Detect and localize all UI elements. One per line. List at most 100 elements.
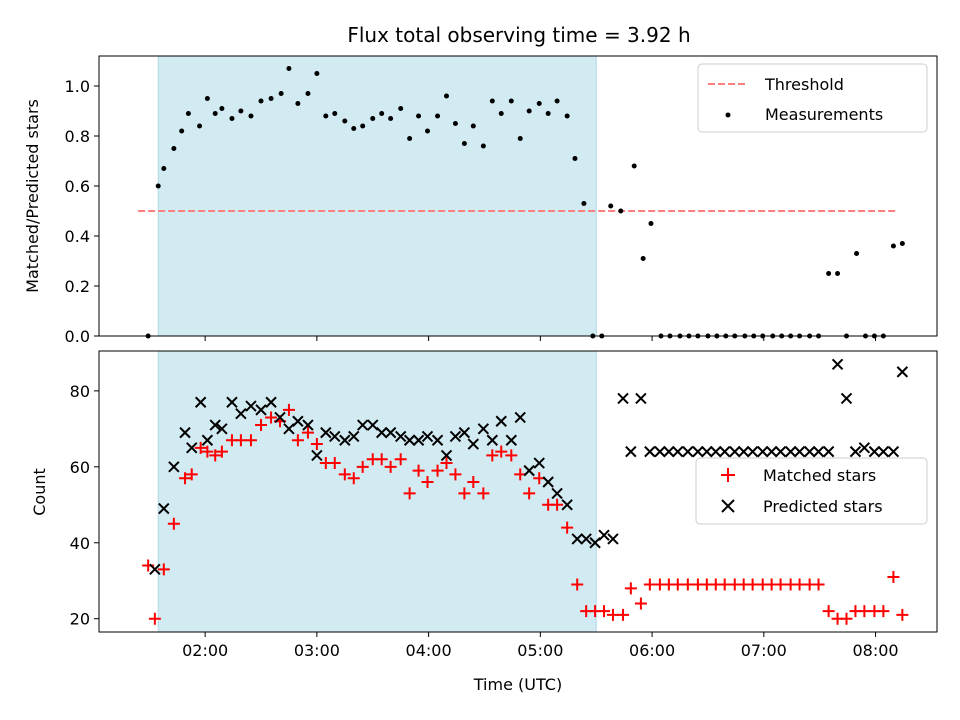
measurement-point xyxy=(480,143,486,149)
predicted-star-point xyxy=(348,430,360,443)
bottom-y-tick-label: 20 xyxy=(70,610,90,629)
predicted-star-point xyxy=(394,430,407,443)
matched-legend-label: Matched stars xyxy=(763,466,876,485)
matched-star-point xyxy=(347,472,360,485)
measurement-point xyxy=(489,98,495,104)
predicted-star-point xyxy=(505,434,518,446)
matched-star-point xyxy=(467,476,480,489)
measurement-point xyxy=(332,111,338,116)
matched-star-point xyxy=(681,578,694,591)
predicted-star-point xyxy=(710,445,722,458)
matched-star-point xyxy=(634,597,647,610)
predicted-star-point xyxy=(384,426,397,439)
predicted-star-point xyxy=(477,423,490,435)
bottom-panel: 20 40 60 80 02:00 03:00 04:00 05:00 06:00 07:00 0… xyxy=(30,350,938,694)
bottom-legend: Matched stars Predicted stars xyxy=(695,457,928,525)
top-axes-frame xyxy=(98,55,938,337)
measurement-point xyxy=(470,123,476,129)
predicted-star-point xyxy=(729,445,741,458)
bottom-axes-frame xyxy=(98,350,938,633)
matched-star-point xyxy=(449,468,462,481)
matched-star-point xyxy=(551,498,564,511)
predicted-star-point xyxy=(561,499,573,511)
matched-star-point xyxy=(148,612,161,625)
matched-star-point xyxy=(606,608,619,621)
predicted-star-point xyxy=(868,445,881,458)
matched-star-point xyxy=(858,605,871,618)
measurement-point xyxy=(268,96,274,101)
top-legend-box xyxy=(697,63,928,133)
predicted-star-point xyxy=(486,434,499,446)
predicted-star-point xyxy=(375,426,388,439)
bottom-y-tick-label: 80 xyxy=(70,382,90,401)
x-tick-label: 03:00 xyxy=(294,641,340,660)
measurement-point xyxy=(452,121,458,126)
predicted-star-point xyxy=(625,445,637,458)
top-observing-window xyxy=(157,55,597,337)
matched-star-point xyxy=(215,445,228,458)
matched-star-point xyxy=(571,578,584,591)
predicted-star-point xyxy=(412,434,425,446)
top-y-tick-label: 0.0 xyxy=(65,327,90,346)
matched-legend-swatch xyxy=(721,468,735,482)
top-y-tick-label: 0.8 xyxy=(65,127,90,146)
measurement-point xyxy=(640,256,646,261)
predicted-star-point xyxy=(598,529,610,541)
matched-star-point xyxy=(505,449,518,462)
predicted-star-point xyxy=(403,434,416,446)
predicted-star-point xyxy=(607,533,619,545)
measurement-point xyxy=(618,208,624,214)
predicted-star-point xyxy=(746,445,759,458)
measurement-point xyxy=(179,128,185,134)
matched-star-point xyxy=(458,487,471,500)
predicted-star-point xyxy=(644,445,656,458)
matched-star-point xyxy=(421,476,434,489)
bottom-y-tick-label: 60 xyxy=(70,458,90,477)
matched-star-point xyxy=(157,563,170,576)
matched-star-point xyxy=(282,403,295,416)
measurement-point xyxy=(416,113,422,119)
threshold-legend-label: Threshold xyxy=(764,75,844,94)
measurement-point xyxy=(185,111,191,116)
matched-star-point xyxy=(194,441,207,454)
predicted-star-point xyxy=(431,434,444,446)
predicted-star-point xyxy=(682,445,694,458)
matched-star-point xyxy=(244,434,257,447)
matched-star-point xyxy=(185,468,198,481)
matched-star-point xyxy=(812,578,825,591)
predicted-star-point xyxy=(311,449,323,462)
predicted-star-point xyxy=(774,445,787,458)
matched-star-point xyxy=(356,460,369,473)
top-y-ticks: 0.0 0.2 0.4 0.6 0.8 1.0 xyxy=(65,77,99,346)
matched-star-point xyxy=(896,608,909,621)
matched-star-point xyxy=(822,605,835,618)
matched-star-point xyxy=(793,578,806,591)
matched-star-point xyxy=(718,578,731,591)
measurement-point xyxy=(197,123,203,129)
x-tick-label: 05:00 xyxy=(517,641,563,660)
matched-star-point xyxy=(291,434,304,447)
matched-star-point xyxy=(310,438,323,451)
bottom-y-tick-label: 40 xyxy=(70,534,90,553)
measurement-point xyxy=(461,141,467,146)
measurement-point xyxy=(890,243,896,249)
predicted-star-point xyxy=(194,396,207,408)
x-tick-label: 08:00 xyxy=(852,641,898,660)
predicted-star-point xyxy=(255,404,267,416)
predicted-star-point xyxy=(495,415,507,427)
matched-star-point xyxy=(328,457,341,470)
bottom-y-ticks: 20 40 60 80 xyxy=(70,382,99,629)
matched-star-point xyxy=(774,578,787,591)
measurement-point xyxy=(286,66,292,71)
measurement-point xyxy=(351,126,357,131)
predicted-stars-points xyxy=(149,358,909,576)
matched-star-point xyxy=(746,578,759,591)
top-y-axis-label: Matched/Predicted stars xyxy=(23,99,42,293)
predicted-star-point xyxy=(449,430,462,443)
predicted-star-point xyxy=(542,476,554,488)
bottom-x-ticks: 02:00 03:00 04:00 05:00 06:00 07:00 08:00 xyxy=(182,632,899,660)
measurement-point xyxy=(508,98,514,104)
top-panel: 0.0 0.2 0.4 0.6 0.8 1.0 Matched/Predicted sta… xyxy=(23,55,938,346)
measurement-point xyxy=(826,271,832,276)
